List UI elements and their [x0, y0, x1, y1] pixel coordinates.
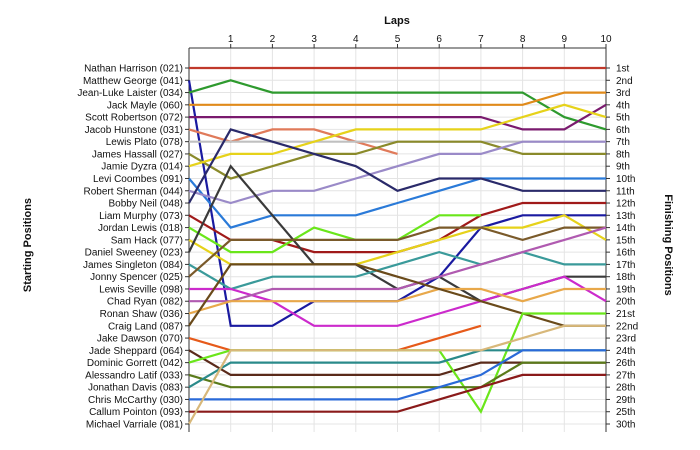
- finishing-position-label: 12th: [616, 199, 635, 210]
- finishing-position-label: 27th: [616, 370, 635, 381]
- starting-position-label: James Hassall (027): [92, 149, 183, 160]
- finishing-position-label: 24th: [616, 346, 635, 357]
- x-tick-label: 9: [562, 34, 568, 45]
- starting-position-label: Jade Sheppard (064): [89, 346, 183, 357]
- finishing-position-label: 11th: [616, 186, 635, 197]
- finishing-position-label: 13th: [616, 211, 635, 222]
- finishing-position-label: 4th: [616, 100, 630, 111]
- starting-position-label: Chris McCarthy (030): [88, 395, 183, 406]
- starting-position-label: Bobby Neil (048): [109, 199, 183, 210]
- finishing-position-label: 6th: [616, 125, 630, 136]
- finishing-position-label: 22nd: [616, 321, 638, 332]
- finishing-position-label: 15th: [616, 235, 635, 246]
- starting-position-label: Jacob Hunstone (031): [85, 125, 183, 136]
- starting-position-label: Matthew George (041): [83, 76, 183, 87]
- starting-position-label: Lewis Plato (078): [106, 137, 183, 148]
- starting-position-label: Scott Robertson (072): [85, 113, 183, 124]
- starting-position-label: Alessandro Latif (033): [85, 370, 183, 381]
- series-line-4: [189, 91, 606, 106]
- series-line-21: [188, 287, 606, 315]
- finishing-position-label: 9th: [616, 162, 630, 173]
- starting-position-label: Nathan Harrison (021): [84, 64, 183, 75]
- finishing-position-label: 2nd: [616, 76, 633, 87]
- x-tick-label: 7: [478, 34, 484, 45]
- finishing-position-label: 29th: [616, 395, 635, 406]
- series-line-18: [188, 226, 606, 278]
- x-tick-label: 2: [270, 34, 276, 45]
- starting-position-label: Sam Hack (077): [111, 235, 183, 246]
- x-tick-label: 5: [395, 34, 401, 45]
- series-line-22: [188, 263, 606, 327]
- finishing-position-label: 20th: [616, 297, 635, 308]
- finishing-position-label: 7th: [616, 137, 630, 148]
- starting-position-label: Jonathan Davis (083): [88, 383, 183, 394]
- finishing-position-label: 18th: [616, 272, 635, 283]
- finishing-position-label: 17th: [616, 260, 635, 271]
- starting-position-label: Robert Sherman (044): [84, 186, 184, 197]
- x-tick-label: 3: [311, 34, 317, 45]
- starting-position-label: Jonny Spencer (025): [90, 272, 183, 283]
- label-layer: Nathan Harrison (021)Matthew George (041…: [77, 64, 638, 431]
- finishing-position-label: 21st: [616, 309, 635, 320]
- series-line-14: [188, 214, 481, 254]
- starting-position-label: Jean-Luke Laister (034): [77, 88, 183, 99]
- series-line-5: [189, 103, 607, 131]
- starting-position-label: Chad Ryan (082): [107, 297, 183, 308]
- finishing-position-label: 19th: [616, 284, 635, 295]
- starting-position-label: Lewis Seville (098): [99, 284, 183, 295]
- series-line-9: [188, 103, 607, 168]
- series-line-10: [188, 177, 606, 229]
- x-tick-label: 8: [520, 34, 526, 45]
- starting-position-label: Jake Dawson (070): [97, 334, 183, 345]
- starting-position-label: Jack Mayle (060): [107, 100, 183, 111]
- finishing-position-label: 3rd: [616, 88, 630, 99]
- series-layer: [187, 66, 607, 425]
- series-line-8: [188, 140, 606, 180]
- y-axis-right-title: Finishing Positions: [662, 194, 674, 295]
- starting-position-label: Jordan Lewis (018): [98, 223, 183, 234]
- series-line-11: [188, 140, 606, 205]
- starting-position-label: Daniel Sweeney (023): [85, 248, 183, 259]
- series-line-17: [188, 250, 606, 291]
- x-tick-label: 4: [353, 34, 359, 45]
- series-line-29: [189, 373, 606, 413]
- starting-position-label: Liam Murphy (073): [99, 211, 183, 222]
- finishing-position-label: 8th: [616, 149, 630, 160]
- finishing-position-label: 5th: [616, 113, 630, 124]
- series-line-20: [189, 226, 607, 303]
- series-line-28: [189, 349, 606, 401]
- finishing-position-label: 30th: [616, 420, 635, 431]
- x-tick-label: 10: [600, 34, 612, 45]
- starting-position-label: Levi Coombes (091): [93, 174, 183, 185]
- x-tick-label: 1: [228, 34, 234, 45]
- starting-position-label: Ronan Shaw (036): [100, 309, 183, 320]
- x-tick-label: 6: [436, 34, 442, 45]
- finishing-position-label: 16th: [616, 248, 635, 259]
- finishing-position-label: 23rd: [616, 334, 636, 345]
- finishing-position-label: 26th: [616, 358, 635, 369]
- finishing-position-label: 14th: [616, 223, 635, 234]
- starting-position-label: Jamie Dyzra (014): [101, 162, 183, 173]
- finishing-position-label: 25th: [616, 407, 635, 418]
- y-axis-left-title: Starting Positions: [22, 198, 34, 292]
- series-line-19: [189, 275, 607, 327]
- x-axis-title: Laps: [384, 15, 410, 27]
- starting-position-label: Michael Varriale (081): [86, 420, 183, 431]
- finishing-position-label: 28th: [616, 383, 635, 394]
- starting-position-label: James Singleton (084): [83, 260, 183, 271]
- series-line-30: [188, 324, 606, 425]
- finishing-position-label: 1st: [616, 64, 630, 75]
- starting-position-label: Callum Pointon (093): [89, 407, 183, 418]
- series-line-12: [188, 128, 606, 204]
- starting-position-label: Dominic Gorrett (042): [87, 358, 183, 369]
- starting-position-label: Craig Land (087): [108, 321, 183, 332]
- finishing-position-label: 10th: [616, 174, 635, 185]
- series-line-26: [188, 361, 606, 389]
